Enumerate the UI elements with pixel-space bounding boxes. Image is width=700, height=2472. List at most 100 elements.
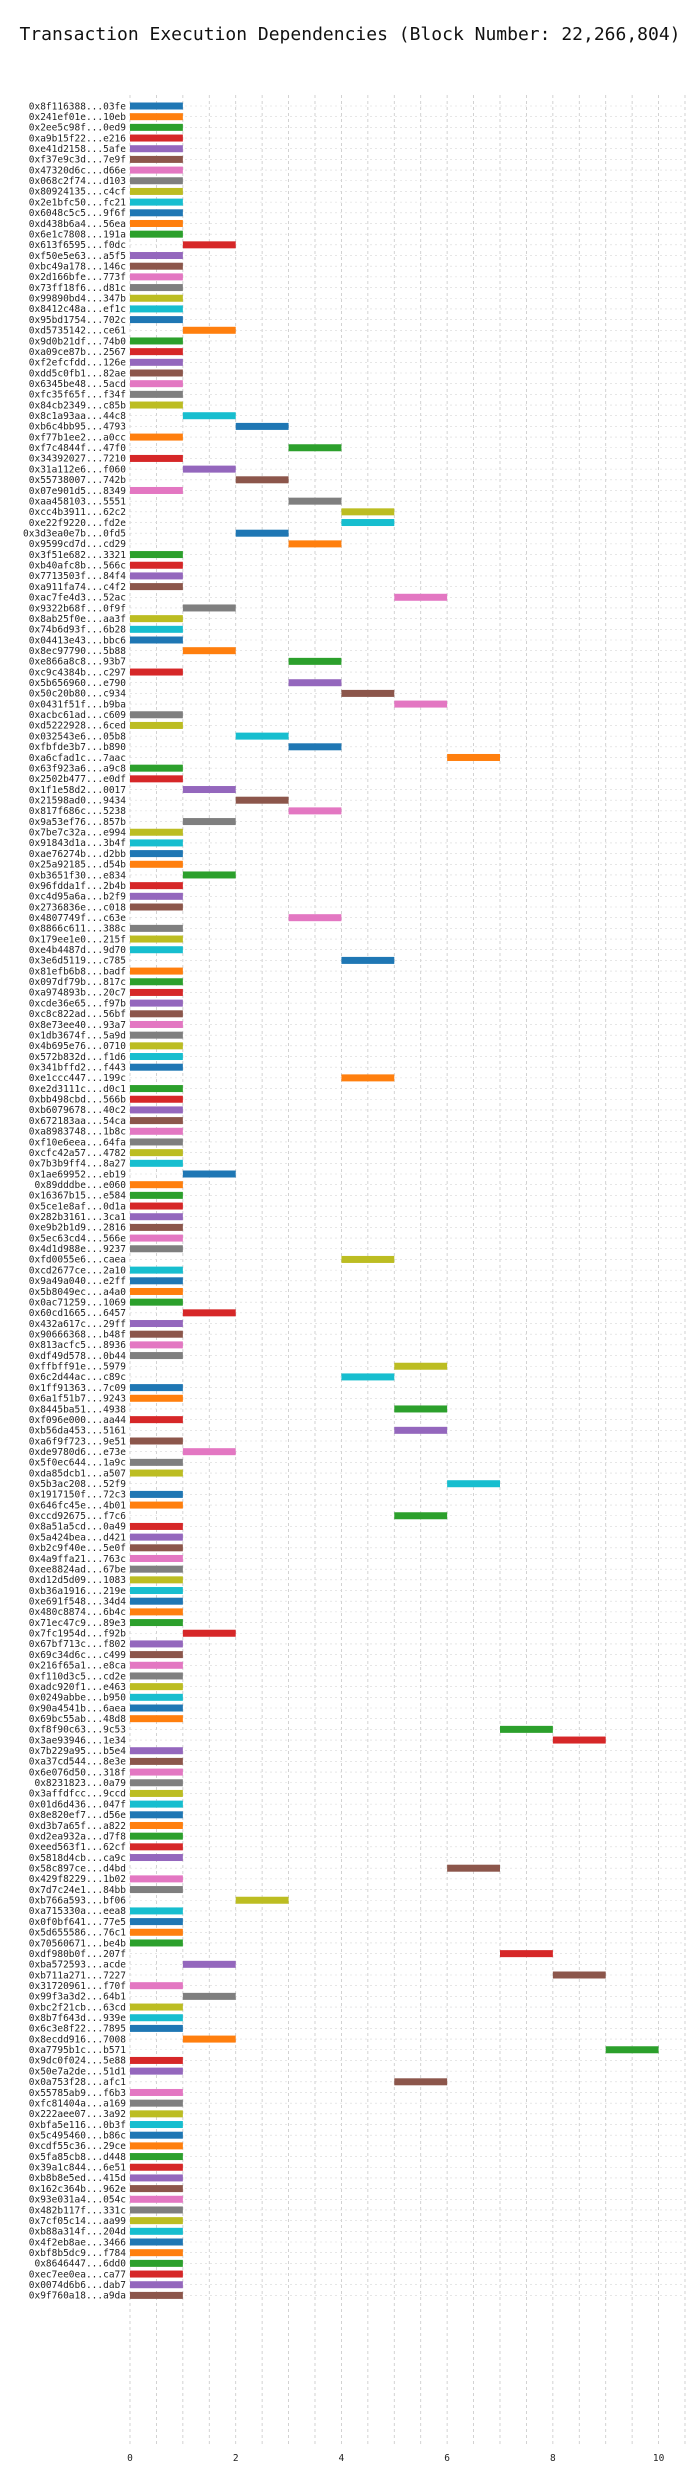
transaction-label: 0x67bf713c...f802	[29, 1639, 126, 1650]
transaction-bar	[130, 2270, 183, 2278]
transaction-bar	[130, 219, 183, 227]
transaction-label: 0x480c8874...6b4c	[29, 1607, 126, 1618]
chart-title: Transaction Execution Dependencies (Bloc…	[19, 24, 680, 45]
transaction-label: 0x068c2f74...d103	[29, 176, 126, 187]
transaction-label: 0x097df79b...817c	[29, 977, 126, 988]
transaction-label: 0x9599cd7d...cd29	[29, 539, 127, 550]
transaction-label: 0x8445ba51...4938	[29, 1404, 127, 1415]
transaction-label: 0x99890bd4...347b	[29, 294, 127, 305]
transaction-label: 0x1ae69952...eb19	[29, 1169, 127, 1180]
transaction-label: 0x817f686c...5238	[29, 806, 127, 817]
transaction-label: 0x90a4541b...6aea	[29, 1703, 126, 1714]
transaction-label: 0x222aee07...3a92	[29, 2109, 126, 2120]
transaction-label: 0xe22f9220...fd2e	[29, 518, 127, 529]
transaction-bar	[130, 337, 183, 345]
transaction-label: 0x429f8229...1b02	[29, 1874, 126, 1885]
transaction-label: 0x4f2eb8ae...3466	[29, 2237, 127, 2248]
transaction-label: 0x7fc1954d...f92b	[29, 1629, 127, 1640]
transaction-label: 0x8ab25f0e...aa3f	[29, 614, 126, 625]
transaction-bar	[130, 775, 183, 783]
transaction-label: 0xeed563f1...62cf	[29, 1842, 126, 1853]
transaction-label: 0x80924135...c4cf	[29, 187, 126, 198]
transaction-label: 0xb40afc8b...566c	[29, 561, 126, 572]
transaction-label: 0xf2efcfdd...126e	[29, 358, 127, 369]
transaction-label: 0x7cf05c14...aa99	[29, 2216, 127, 2227]
transaction-bar	[130, 1191, 183, 1199]
transaction-label: 0xf7c4844f...47f0	[29, 443, 127, 454]
transaction-label: 0x1db3674f...5a9d	[29, 1030, 126, 1041]
transaction-bar	[130, 1149, 183, 1157]
transaction-bar	[394, 700, 448, 708]
transaction-label: 0xdf980b0f...207f	[29, 1949, 126, 1960]
transaction-label: 0xf10e6eea...64fa	[29, 1137, 126, 1148]
transaction-label: 0x5b3ac208...52f9	[29, 1479, 127, 1490]
transaction-bar	[130, 1747, 183, 1755]
transaction-label: 0x16367b15...e584	[29, 1191, 127, 1202]
transaction-label: 0x70560671...be4b	[29, 1938, 127, 1949]
transaction-bar	[130, 209, 183, 217]
transaction-bar	[130, 358, 183, 366]
transaction-bar	[130, 1683, 183, 1691]
transaction-bar	[130, 2163, 183, 2171]
transaction-label: 0xd3b7a65f...a822	[29, 1821, 126, 1832]
transaction-bar	[130, 988, 183, 996]
transaction-label: 0x5818d4cb...ca9c	[29, 1853, 126, 1864]
transaction-label: 0x8ec97790...5b88	[29, 646, 127, 657]
transaction-bar	[130, 1597, 183, 1605]
transaction-label: 0x8ecdd916...7008	[29, 2034, 127, 2045]
transaction-label: 0x0431f51f...b9ba	[29, 699, 126, 710]
transaction-label: 0x2ee5c98f...0ed9	[29, 123, 127, 134]
x-axis-ticks: 0 2 4 6 8 10	[127, 2453, 664, 2464]
transaction-bar	[130, 572, 183, 580]
bars	[130, 102, 659, 2299]
transaction-bar	[130, 198, 183, 206]
transaction-bar	[130, 999, 183, 1007]
transaction-label: 0x1f1e58d2...0017	[29, 785, 126, 796]
transaction-label: 0xf8f90c63...9c53	[29, 1725, 126, 1736]
transaction-bar	[130, 369, 183, 377]
transaction-bar	[130, 284, 183, 292]
transaction-bar	[130, 2024, 183, 2032]
transaction-label: 0x91843d1a...3b4f	[29, 838, 126, 849]
transaction-bar	[130, 2249, 183, 2257]
transaction-bar	[341, 1074, 395, 1082]
transaction-bar	[341, 956, 395, 964]
transaction-bar	[130, 1544, 183, 1552]
transaction-bar	[130, 1875, 183, 1883]
transaction-label: 0x4d1d988e...9237	[29, 1244, 126, 1255]
transaction-bar	[182, 1170, 236, 1178]
transaction-label: 0x3affdfcc...9ccd	[29, 1789, 126, 1800]
transaction-bar	[235, 476, 289, 484]
transaction-bar	[130, 1811, 183, 1819]
transaction-label: 0x9f760a18...a9da	[29, 2291, 126, 2302]
transaction-label: 0x6a1f51b7...9243	[29, 1394, 126, 1405]
transaction-label: 0x58c897ce...d4bd	[29, 1864, 126, 1875]
transaction-bar	[130, 1939, 183, 1947]
transaction-label: 0xf77b1ee2...a0cc	[29, 432, 126, 443]
transaction-label: 0xfbfde3b7...b890	[29, 742, 127, 753]
transaction-label: 0x6e076d50...318f	[29, 1767, 126, 1778]
transaction-bar	[130, 850, 183, 858]
transaction-label: 0xa974893b...20c7	[29, 988, 126, 999]
transaction-label: 0xdf49d578...0b44	[29, 1351, 127, 1362]
transaction-label: 0x50c20b80...c934	[29, 689, 127, 700]
transaction-label: 0x8c1a93aa...44c8	[29, 411, 127, 422]
transaction-label: 0x84cb2349...c85b	[29, 400, 127, 411]
transaction-bar	[130, 711, 183, 719]
transaction-bar	[130, 636, 183, 644]
transaction-bar	[182, 1992, 236, 2000]
transaction-bar	[130, 1159, 183, 1167]
transaction-bar	[130, 1085, 183, 1093]
transaction-label: 0x613f6595...f0dc	[29, 240, 126, 251]
transaction-label: 0xa37cd544...8e3e	[29, 1757, 127, 1768]
transaction-bar	[130, 1928, 183, 1936]
transaction-bar	[130, 1982, 183, 1990]
transaction-label: 0xa6cfad1c...7aac	[29, 753, 126, 764]
x-tick-label: 8	[550, 2453, 556, 2464]
transaction-label: 0xe1ccc447...199c	[29, 1073, 126, 1084]
transaction-bar	[235, 529, 289, 537]
transaction-label: 0x39a1c844...6e51	[29, 2163, 127, 2174]
x-tick-label: 0	[127, 2453, 133, 2464]
transaction-bar	[182, 465, 236, 473]
